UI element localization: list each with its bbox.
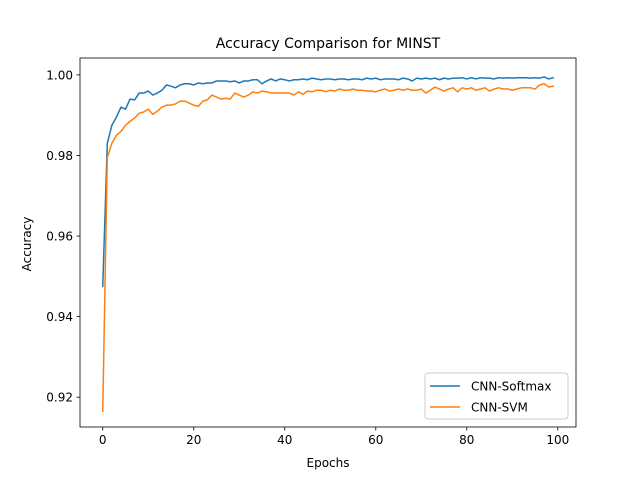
chart-title: Accuracy Comparison for MINST (216, 36, 441, 52)
y-tick-label: 0.96 (46, 230, 73, 244)
x-tick-label: 60 (368, 433, 383, 447)
x-tick-label: 100 (546, 433, 569, 447)
plot-area (101, 76, 555, 413)
series-line-cnn-softmax (101, 76, 555, 288)
y-tick-label: 0.94 (46, 310, 73, 324)
legend-label: CNN-SVM (471, 401, 528, 415)
plot-frame (79, 57, 577, 428)
x-tick-label: 0 (99, 433, 107, 447)
y-tick-label: 0.98 (46, 149, 73, 163)
legend: CNN-Softmax CNN-SVM (424, 372, 569, 420)
y-axis-label: Accuracy (20, 217, 34, 272)
y-tick-label: 1.00 (46, 68, 73, 82)
y-tick-label: 0.92 (46, 391, 73, 405)
legend-box (424, 372, 569, 420)
legend-label: CNN-Softmax (471, 380, 551, 394)
x-tick-label: 20 (186, 433, 201, 447)
axes: 0 20 40 60 80 100 0.92 0.94 0.96 0.98 1.00 (46, 57, 577, 447)
x-tick-label: 80 (459, 433, 474, 447)
series-line-cnn-svm (101, 83, 555, 413)
x-axis-label: Epochs (307, 456, 350, 470)
x-tick-label: 40 (277, 433, 292, 447)
